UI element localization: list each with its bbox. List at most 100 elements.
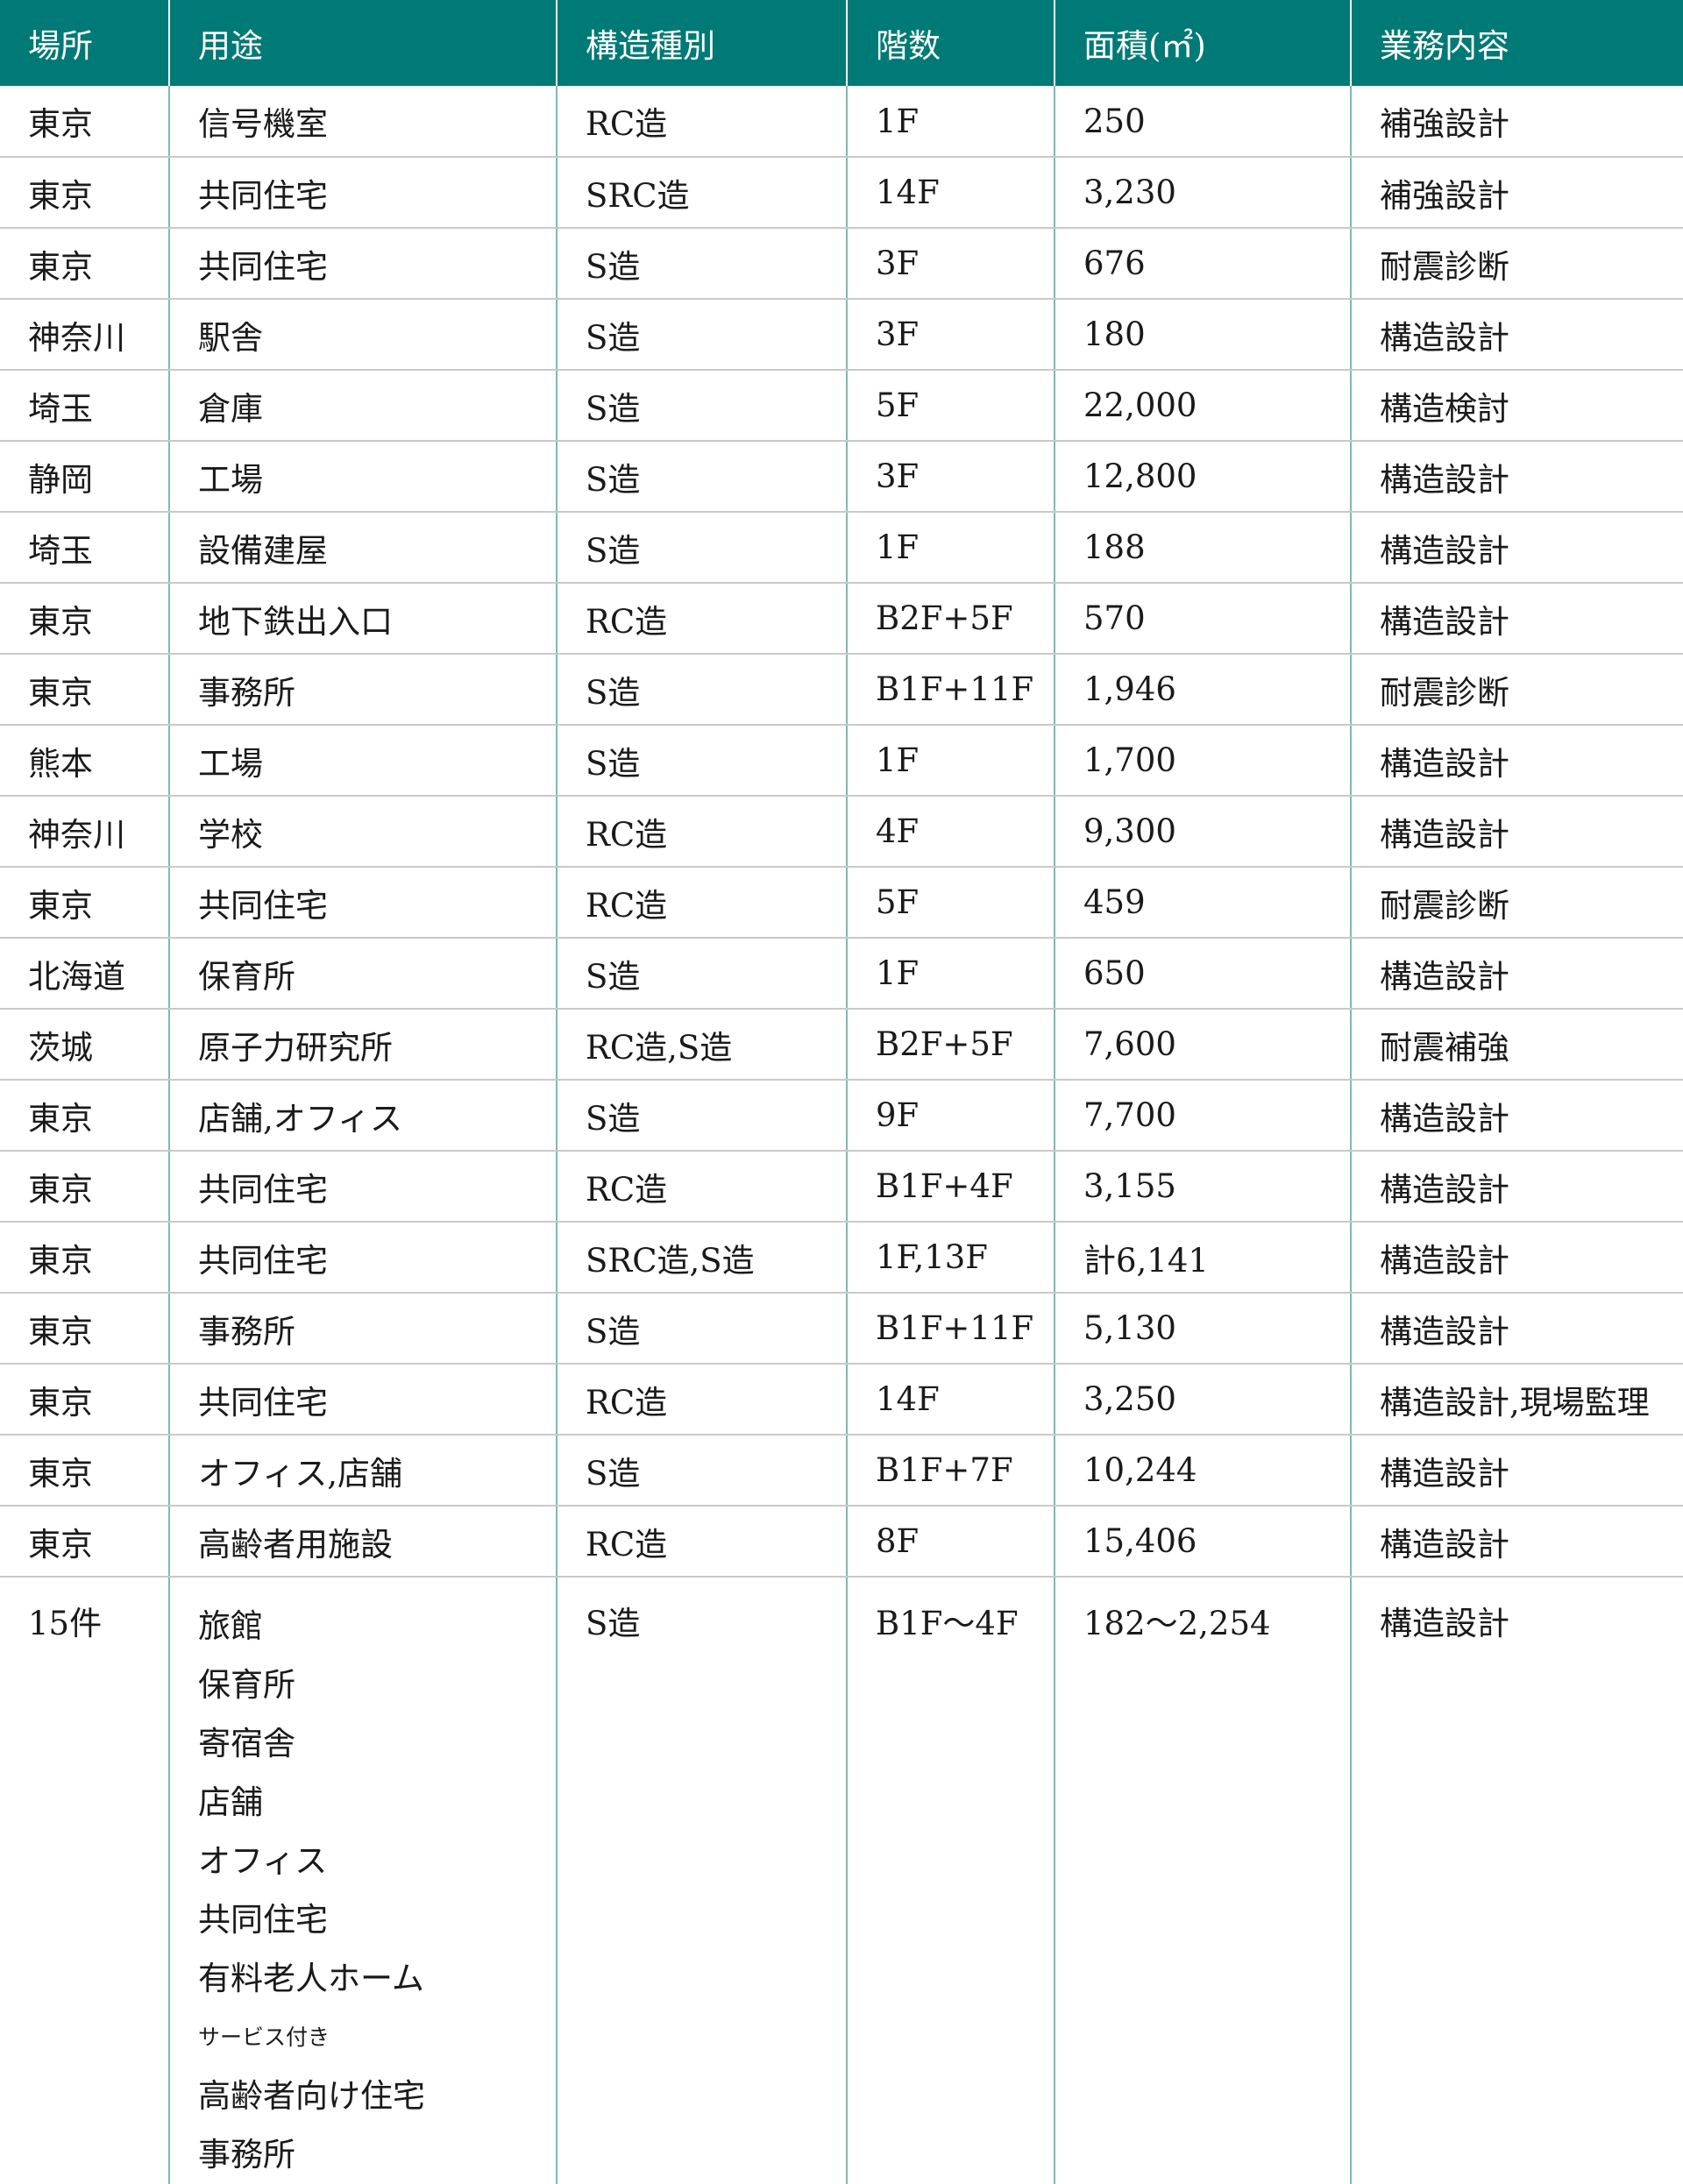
table-row: 東京 共同住宅 S造 3F 676 耐震診断 xyxy=(0,228,1683,300)
cell-structure: S造 xyxy=(557,938,848,1010)
cell-use: 共同住宅 xyxy=(169,228,557,300)
cell-area: 180 xyxy=(1055,299,1352,371)
cell-place: 東京 xyxy=(0,1151,170,1223)
cell-floors: 1F xyxy=(847,86,1055,158)
cell-work: 構造設計 xyxy=(1351,441,1683,513)
cell-area: 650 xyxy=(1055,938,1352,1010)
cell-place: 静岡 xyxy=(0,441,170,513)
cell-place: 北海道 xyxy=(0,938,170,1010)
cell-work: 耐震診断 xyxy=(1351,654,1683,726)
use-item: 高齢者向け住宅 xyxy=(198,2077,425,2115)
use-item: 保育所 xyxy=(198,1666,295,1704)
cell-place: 茨城 xyxy=(0,1009,170,1081)
cell-use: 設備建屋 xyxy=(169,512,557,584)
cell-place: 東京 xyxy=(0,1435,170,1507)
cell-structure: S造 xyxy=(557,228,848,300)
header-work: 業務内容 xyxy=(1351,0,1683,86)
cell-floors: 3F xyxy=(847,228,1055,300)
table-row: 北海道 保育所 S造 1F 650 構造設計 xyxy=(0,938,1683,1010)
cell-use: 工場 xyxy=(169,725,557,797)
cell-use: 店舗,オフィス xyxy=(169,1080,557,1152)
table-row: 東京 オフィス,店舗 S造 B1F+7F 10,244 構造設計 xyxy=(0,1435,1683,1507)
cell-work: 耐震診断 xyxy=(1351,867,1683,939)
cell-floors: 3F xyxy=(847,441,1055,513)
cell-area: 3,230 xyxy=(1055,157,1352,229)
header-row: 場所 用途 構造種別 階数 面積(㎡) 業務内容 xyxy=(0,0,1683,86)
table-row: 東京 共同住宅 SRC造 14F 3,230 補強設計 xyxy=(0,157,1683,229)
cell-area: 7,600 xyxy=(1055,1009,1352,1081)
cell-place: 東京 xyxy=(0,1293,170,1365)
cell-use: 駅舎 xyxy=(169,299,557,371)
cell-place: 東京 xyxy=(0,583,170,655)
cell-floors: 5F xyxy=(847,867,1055,939)
cell-work: 構造設計 xyxy=(1351,1222,1683,1294)
use-item-small: サービス付き xyxy=(198,2024,330,2050)
cell-floors: B1F+4F xyxy=(847,1151,1055,1223)
table-row: 神奈川 学校 RC造 4F 9,300 構造設計 xyxy=(0,796,1683,868)
cell-area: 676 xyxy=(1055,228,1352,300)
cell-floors: 1F xyxy=(847,938,1055,1010)
table-row: 神奈川 駅舎 S造 3F 180 構造設計 xyxy=(0,299,1683,371)
use-list: 旅館 保育所 寄宿舎 店舗 オフィス 共同住宅 有料老人ホーム サービス付き 高… xyxy=(198,1597,555,2184)
table-row: 熊本 工場 S造 1F 1,700 構造設計 xyxy=(0,725,1683,797)
cell-structure: S造 xyxy=(557,725,848,797)
cell-structure: RC造 xyxy=(557,1364,848,1436)
cell-use: 共同住宅 xyxy=(169,867,557,939)
cell-structure: RC造 xyxy=(557,86,848,158)
cell-structure: RC造 xyxy=(557,867,848,939)
cell-area: 計6,141 xyxy=(1055,1222,1352,1294)
table-row: 東京 高齢者用施設 RC造 8F 15,406 構造設計 xyxy=(0,1506,1683,1578)
table-row: 東京 共同住宅 RC造 14F 3,250 構造設計,現場監理 xyxy=(0,1364,1683,1436)
use-item: 店舗 xyxy=(198,1783,263,1821)
cell-work: 構造検討 xyxy=(1351,370,1683,442)
cell-use: 共同住宅 xyxy=(169,1222,557,1294)
cell-area: 459 xyxy=(1055,867,1352,939)
cell-use: 共同住宅 xyxy=(169,157,557,229)
cell-structure: RC造 xyxy=(557,1506,848,1578)
cell-work: 構造設計 xyxy=(1351,938,1683,1010)
cell-area: 3,250 xyxy=(1055,1364,1352,1436)
cell-work: 構造設計 xyxy=(1351,1293,1683,1365)
cell-use: 倉庫 xyxy=(169,370,557,442)
cell-work: 構造設計 xyxy=(1351,512,1683,584)
cell-floors: B1F+11F xyxy=(847,1293,1055,1365)
cell-structure: S造 xyxy=(557,441,848,513)
cell-work: 構造設計 xyxy=(1351,1080,1683,1152)
cell-structure: RC造 xyxy=(557,796,848,868)
cell-floors: 8F xyxy=(847,1506,1055,1578)
cell-use: オフィス,店舗 xyxy=(169,1435,557,1507)
cell-area: 12,800 xyxy=(1055,441,1352,513)
cell-use: 学校 xyxy=(169,796,557,868)
table-row: 東京 店舗,オフィス S造 9F 7,700 構造設計 xyxy=(0,1080,1683,1152)
table-header: 場所 用途 構造種別 階数 面積(㎡) 業務内容 xyxy=(0,0,1683,86)
cell-work: 補強設計 xyxy=(1351,86,1683,158)
cell-area: 3,155 xyxy=(1055,1151,1352,1223)
cell-area: 10,244 xyxy=(1055,1435,1352,1507)
header-floors: 階数 xyxy=(847,0,1055,86)
cell-place: 埼玉 xyxy=(0,370,170,442)
cell-place: 東京 xyxy=(0,1506,170,1578)
cell-place: 東京 xyxy=(0,86,170,158)
table-row: 東京 事務所 S造 B1F+11F 5,130 構造設計 xyxy=(0,1293,1683,1365)
cell-structure: RC造 xyxy=(557,583,848,655)
cell-place: 東京 xyxy=(0,1222,170,1294)
cell-area: 5,130 xyxy=(1055,1293,1352,1365)
cell-use: 高齢者用施設 xyxy=(169,1506,557,1578)
cell-use: 共同住宅 xyxy=(169,1364,557,1436)
table-row-summary: 15件 旅館 保育所 寄宿舎 店舗 オフィス 共同住宅 有料老人ホーム サービス… xyxy=(0,1577,1683,2184)
cell-floors: B2F+5F xyxy=(847,1009,1055,1081)
cell-use: 旅館 保育所 寄宿舎 店舗 オフィス 共同住宅 有料老人ホーム サービス付き 高… xyxy=(169,1577,557,2184)
cell-use: 地下鉄出入口 xyxy=(169,583,557,655)
cell-work: 補強設計 xyxy=(1351,157,1683,229)
cell-area: 182〜2,254 xyxy=(1055,1577,1352,2184)
cell-place: 埼玉 xyxy=(0,512,170,584)
cell-floors: B2F+5F xyxy=(847,583,1055,655)
cell-work: 構造設計 xyxy=(1351,1506,1683,1578)
cell-floors: 14F xyxy=(847,157,1055,229)
table-row: 東京 信号機室 RC造 1F 250 補強設計 xyxy=(0,86,1683,158)
cell-place: 東京 xyxy=(0,157,170,229)
cell-use: 原子力研究所 xyxy=(169,1009,557,1081)
cell-place: 東京 xyxy=(0,1364,170,1436)
use-item: 寄宿舎 xyxy=(198,1725,295,1762)
